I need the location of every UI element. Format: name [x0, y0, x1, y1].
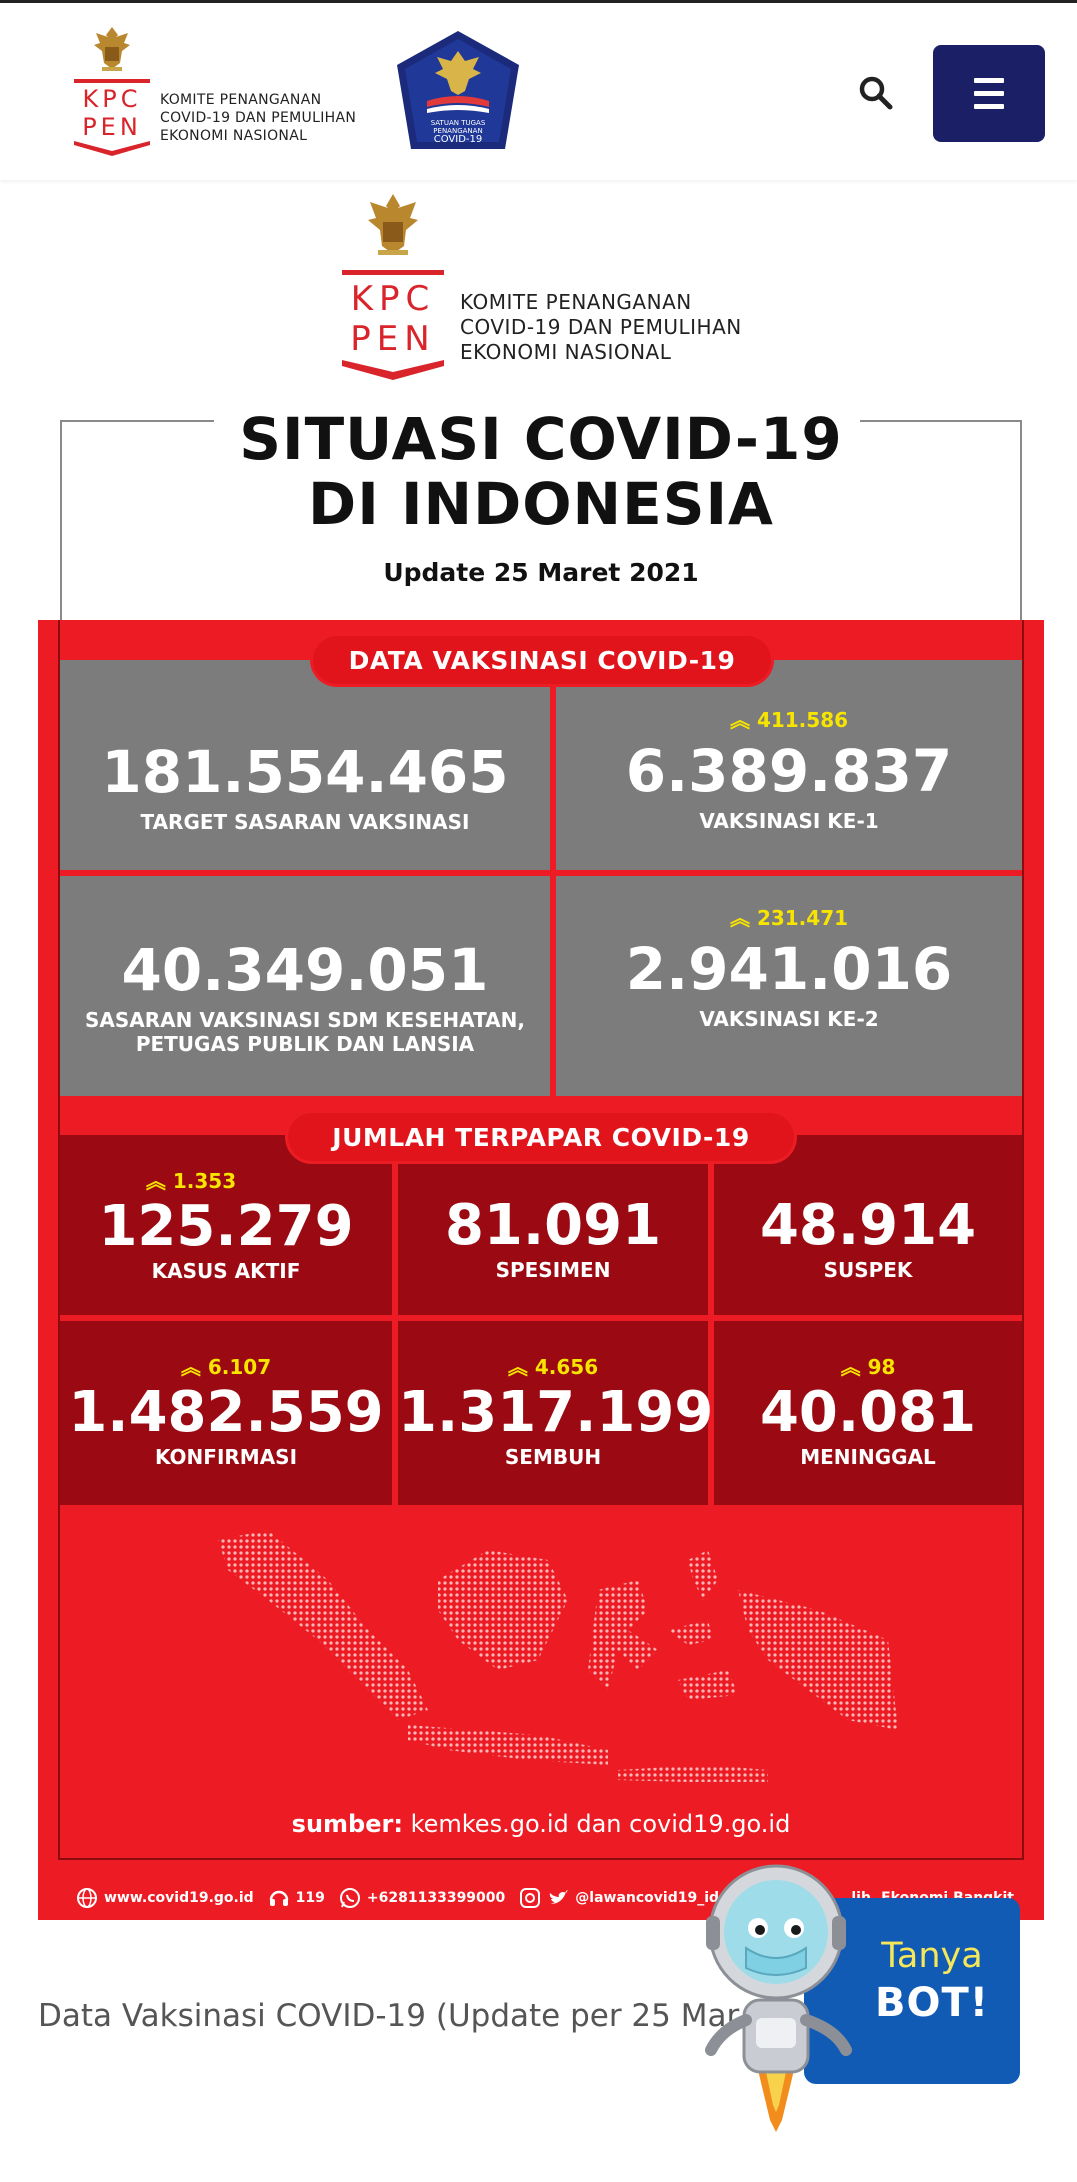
target-cell: 181.554.465 TARGET SASARAN VAKSINASI [60, 660, 550, 870]
footer-whatsapp: +6281133399000 [366, 1889, 506, 1906]
double-chevron-up-icon: ︽ [729, 906, 757, 930]
source-text: sumber: kemkes.go.id dan covid19.go.id [38, 1810, 1044, 1838]
kpc-text-line: KOMITE PENANGANAN [460, 290, 692, 314]
image-caption: Data Vaksinasi COVID-19 (Update per 25 M… [38, 1998, 740, 2034]
svg-text:KPC: KPC [83, 85, 142, 113]
data-panel: 181.554.465 TARGET SASARAN VAKSINASI ︽ 4… [38, 620, 1044, 1920]
svg-text:COVID-19: COVID-19 [434, 134, 483, 145]
svg-text:SATUAN TUGAS: SATUAN TUGAS [431, 119, 486, 127]
sasaran-value: 40.349.051 [121, 936, 489, 1004]
bot-label-line1: Tanya [881, 1936, 983, 1976]
sembuh-value: 1.317.199 [398, 1380, 714, 1445]
site-header: KPC PEN KOMITE PENANGANAN COVID-19 DAN P… [0, 3, 1077, 180]
robot-mascot-icon [705, 1864, 852, 2132]
konfirmasi-value: 1.482.559 [68, 1380, 384, 1445]
sembuh-increase: ︽ 4.656 [507, 1355, 599, 1379]
kpc-pen-logo-large-text: KOMITE PENANGANAN COVID-19 DAN PEMULIHAN… [460, 290, 742, 365]
dose1-increase: ︽ 411.586 [729, 708, 849, 732]
top-border [0, 0, 1077, 3]
kasus-aktif-value: 125.279 [98, 1194, 354, 1259]
kpc-pen-logo-large: KPC PEN [342, 194, 444, 380]
indonesia-map-icon [218, 1530, 898, 1782]
kpc-text-line: COVID-19 DAN PEMULIHAN [460, 315, 742, 339]
target-value: 181.554.465 [101, 738, 509, 806]
tanya-bot-widget[interactable]: Tanya BOT! [686, 1850, 1056, 2135]
kasus-aktif-label: KASUS AKTIF [151, 1259, 301, 1283]
kpc-text-line: EKONOMI NASIONAL [160, 128, 308, 144]
whatsapp-icon [339, 1887, 360, 1908]
konfirmasi-label: KONFIRMASI [154, 1445, 298, 1469]
meninggal-label: MENINGGAL [800, 1445, 936, 1469]
exposure-grid: ︽ 1.353 125.279 KASUS AKTIF 81.091 SPESI… [60, 1135, 1022, 1505]
bot-label-line2: BOT! [874, 1980, 990, 2026]
covid-infographic: KPC PEN KOMITE PENANGANAN COVID-19 DAN P… [38, 180, 1044, 1920]
double-chevron-up-icon: ︽ [729, 708, 757, 732]
kpc-pen-logo[interactable]: KPC PEN [72, 23, 152, 158]
meninggal-value: 40.081 [759, 1380, 977, 1445]
exposure-section-label: JUMLAH TERPAPAR COVID-19 [288, 1113, 794, 1161]
kasus-aktif-cell: ︽ 1.353 125.279 KASUS AKTIF [60, 1135, 392, 1315]
kpc-pen-logo-text: KOMITE PENANGANAN COVID-19 DAN PEMULIHAN… [160, 91, 356, 145]
source-value: kemkes.go.id dan covid19.go.id [410, 1810, 791, 1838]
double-chevron-up-icon: ︽ [840, 1355, 868, 1379]
svg-text:PEN: PEN [350, 319, 435, 359]
infographic-title-line1: SITUASI COVID-19 [239, 405, 843, 473]
vaccination-grid: 181.554.465 TARGET SASARAN VAKSINASI ︽ 4… [60, 660, 1022, 1096]
sasaran-label-line1: SASARAN VAKSINASI SDM KESEHATAN, [85, 1008, 525, 1032]
hamburger-menu-icon [974, 78, 1004, 83]
dose1-value: 6.389.837 [625, 737, 953, 805]
svg-text:PENANGANAN: PENANGANAN [433, 127, 482, 135]
headset-icon [269, 1890, 288, 1906]
kpc-text-line: EKONOMI NASIONAL [460, 340, 672, 364]
spesimen-cell: 81.091 SPESIMEN [398, 1135, 708, 1315]
suspek-value: 48.914 [759, 1193, 977, 1258]
satgas-covid-logo[interactable]: SATUAN TUGAS PENANGANAN COVID-19 [393, 29, 523, 155]
svg-text:PEN: PEN [82, 113, 142, 141]
sembuh-cell: ︽ 4.656 1.317.199 SEMBUH [398, 1321, 714, 1505]
dose2-cell: ︽ 231.471 2.941.016 VAKSINASI KE-2 [556, 876, 1022, 1096]
instagram-icon [520, 1887, 541, 1908]
vaccination-section-label: DATA VAKSINASI COVID-19 [313, 636, 771, 684]
sasaran-cell: 40.349.051 SASARAN VAKSINASI SDM KESEHAT… [60, 876, 550, 1096]
spesimen-label: SPESIMEN [495, 1258, 611, 1282]
twitter-icon [549, 1889, 569, 1904]
kpc-text-line: KOMITE PENANGANAN [160, 92, 322, 108]
double-chevron-up-icon: ︽ [507, 1355, 535, 1379]
dose2-label: VAKSINASI KE-2 [699, 1007, 879, 1031]
konfirmasi-increase: ︽ 6.107 [180, 1355, 272, 1379]
double-chevron-up-icon: ︽ [180, 1355, 208, 1379]
globe-icon [77, 1887, 97, 1908]
search-icon[interactable] [858, 75, 894, 111]
double-chevron-up-icon: ︽ [145, 1169, 173, 1193]
update-date: Update 25 Maret 2021 [383, 558, 699, 587]
konfirmasi-cell: ︽ 6.107 1.482.559 KONFIRMASI [60, 1321, 392, 1505]
svg-text:KPC: KPC [351, 279, 436, 319]
suspek-label: SUSPEK [823, 1258, 913, 1282]
infographic-title-line2: DI INDONESIA [308, 470, 774, 538]
footer-hotline: 119 [295, 1889, 325, 1906]
kasus-aktif-increase: ︽ 1.353 [145, 1169, 237, 1193]
dose2-increase: ︽ 231.471 [729, 906, 849, 930]
suspek-cell: 48.914 SUSPEK [714, 1135, 1022, 1315]
source-label: sumber: [291, 1810, 403, 1838]
dose2-value: 2.941.016 [625, 935, 953, 1003]
garuda-icon [94, 27, 130, 71]
dose1-cell: ︽ 411.586 6.389.837 VAKSINASI KE-1 [556, 660, 1022, 870]
spesimen-value: 81.091 [444, 1193, 662, 1258]
footer-social: @lawancovid19_id [575, 1889, 720, 1906]
kpc-text-line: COVID-19 DAN PEMULIHAN [160, 110, 357, 126]
sembuh-label: SEMBUH [504, 1445, 602, 1469]
sasaran-label-line2: PETUGAS PUBLIK DAN LANSIA [135, 1032, 475, 1056]
target-label: TARGET SASARAN VAKSINASI [140, 810, 470, 834]
meninggal-increase: ︽ 98 [840, 1355, 896, 1379]
meninggal-cell: ︽ 98 40.081 MENINGGAL [714, 1321, 1022, 1505]
hamburger-menu-button[interactable] [933, 45, 1045, 142]
footer-website: www.covid19.go.id [104, 1889, 254, 1906]
garuda-icon [368, 194, 418, 255]
dose1-label: VAKSINASI KE-1 [699, 809, 879, 833]
